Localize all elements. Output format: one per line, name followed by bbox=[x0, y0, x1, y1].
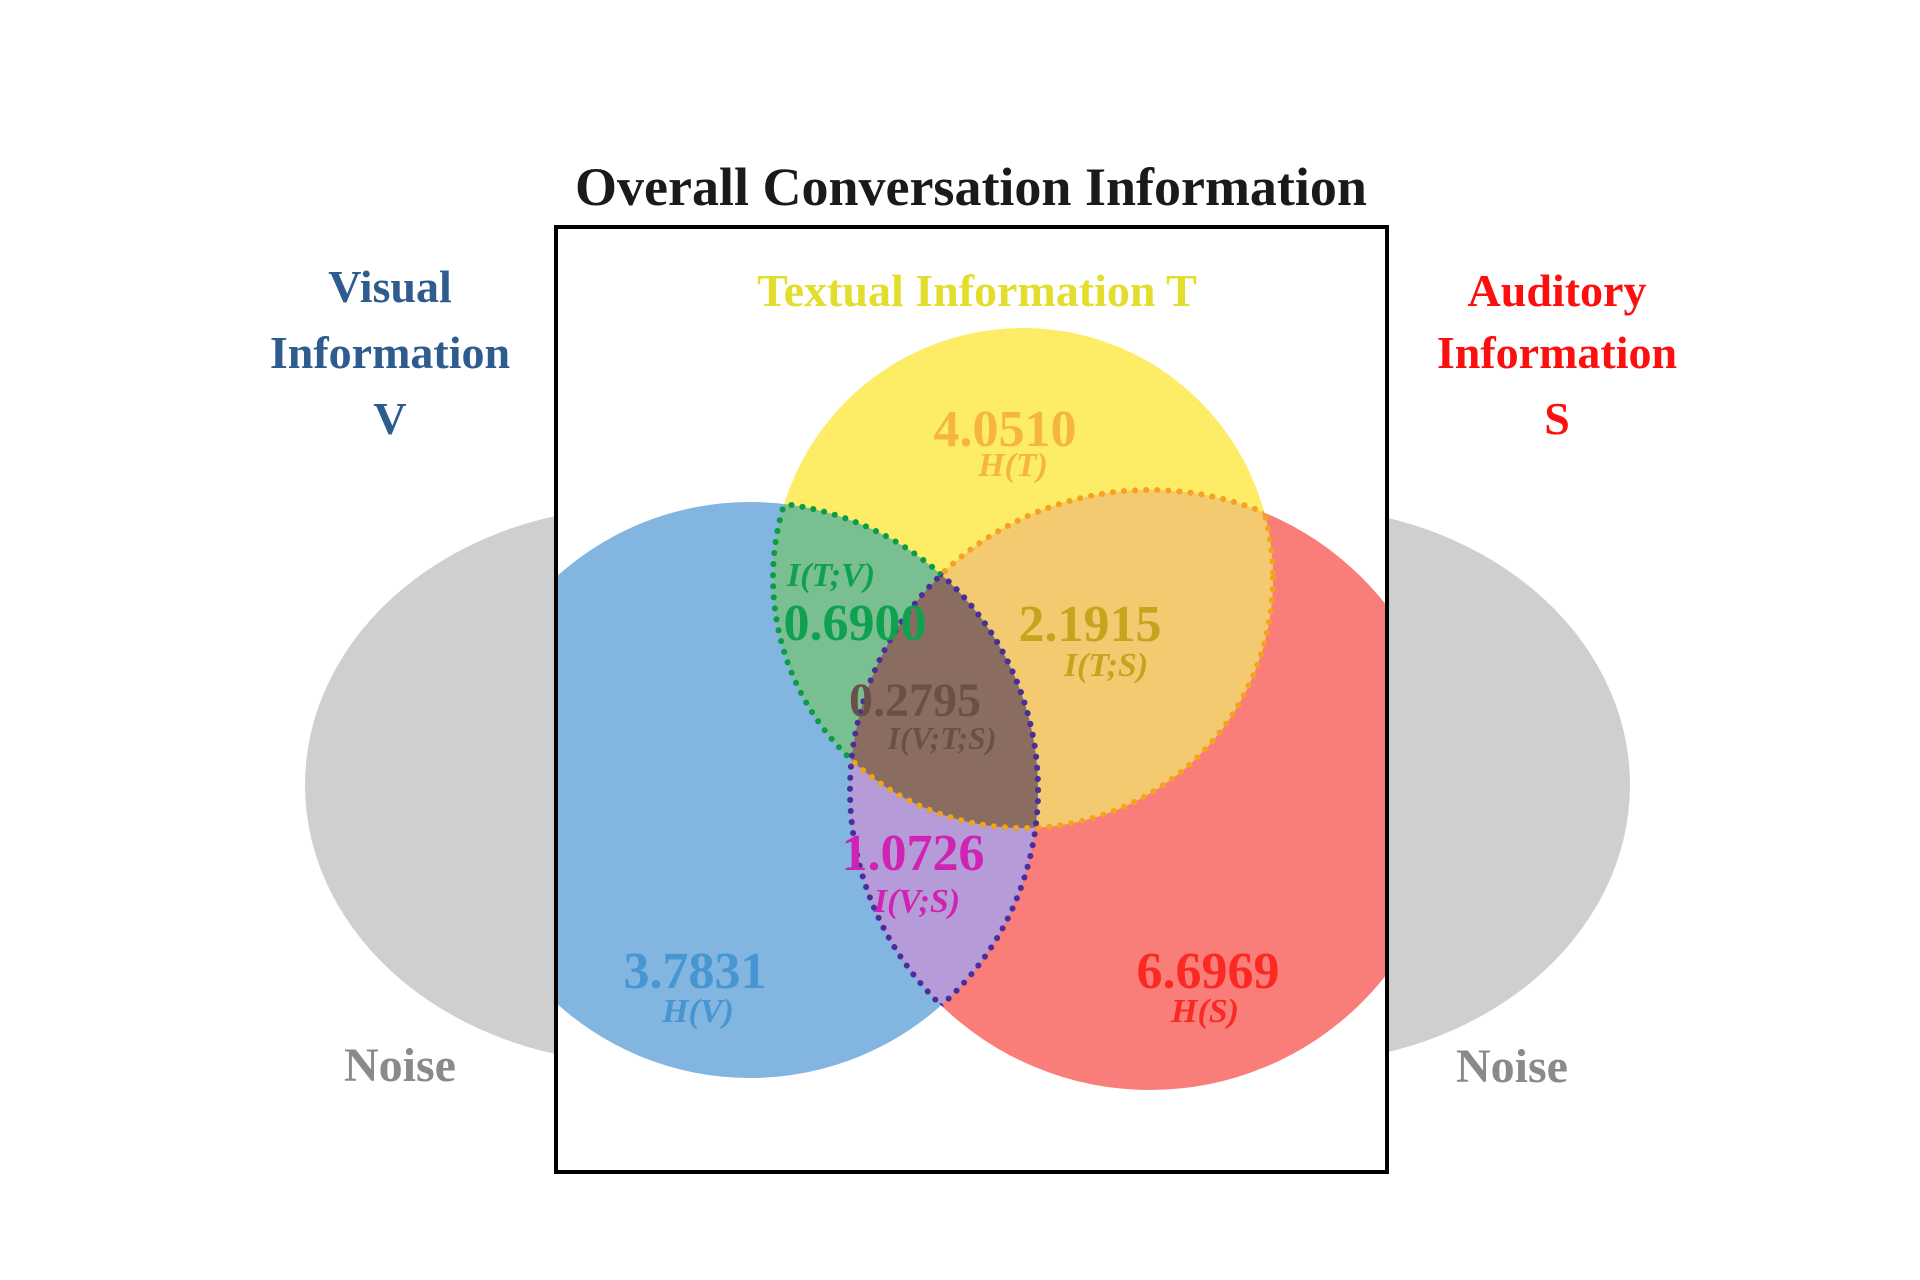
auditory-label-line3: S bbox=[1544, 393, 1570, 444]
hs-label: H(S) bbox=[1170, 993, 1239, 1030]
hv-label: H(V) bbox=[661, 993, 734, 1030]
diagram-title: Overall Conversation Information bbox=[575, 157, 1367, 217]
noise-label-left: Noise bbox=[344, 1039, 456, 1092]
hv-value: 3.7831 bbox=[624, 943, 767, 1000]
auditory-label-line1: Auditory bbox=[1468, 265, 1647, 316]
tv-lens-border-arc-1 bbox=[770, 502, 1038, 831]
ht-value: 4.0510 bbox=[934, 401, 1077, 458]
vs-lens-border-arc-1 bbox=[850, 499, 1041, 1081]
visual-set-label: Visual Information V bbox=[270, 261, 510, 444]
its-value: 2.1915 bbox=[1019, 596, 1162, 653]
hs-value: 6.6969 bbox=[1137, 943, 1280, 1000]
auditory-set-label: Auditory Information S bbox=[1437, 265, 1677, 444]
vs-lens-border-arc-2 bbox=[847, 502, 1038, 1078]
itv-label: I(T;V) bbox=[786, 557, 875, 594]
ts-lens-border-arc-1 bbox=[850, 490, 1276, 831]
visual-label-line2: Information bbox=[270, 327, 510, 378]
ht-label: H(T) bbox=[977, 447, 1048, 484]
dotted-lens-borders bbox=[770, 487, 1276, 1081]
ivts-label: I(V;T;S) bbox=[886, 720, 996, 756]
itv-value: 0.6900 bbox=[784, 595, 927, 652]
auditory-label-line2: Information bbox=[1437, 327, 1677, 378]
textual-set-label: Textual Information T bbox=[757, 265, 1197, 316]
conversation-box-border bbox=[554, 225, 1389, 1174]
ivs-value: 1.0726 bbox=[842, 825, 985, 882]
its-label: I(T;S) bbox=[1063, 647, 1148, 684]
ivts-value: 0.2795 bbox=[849, 674, 981, 727]
noise-label-right: Noise bbox=[1456, 1040, 1568, 1093]
ivs-label: I(V;S) bbox=[873, 883, 960, 920]
visual-label-line3: V bbox=[373, 393, 406, 444]
visual-label-line1: Visual bbox=[328, 261, 452, 312]
venn-regions bbox=[556, 328, 1387, 1090]
